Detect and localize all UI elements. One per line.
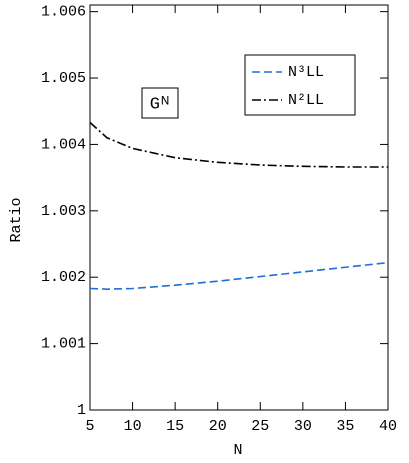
series-line — [89, 121, 388, 168]
x-tick-label: 35 — [336, 418, 354, 435]
y-tick-label: 1.003 — [41, 203, 86, 220]
x-tick-label: 5 — [85, 418, 94, 435]
legend-box — [244, 54, 356, 116]
y-tick-label: 1.005 — [41, 70, 86, 87]
x-tick-label: 40 — [379, 418, 397, 435]
legend-label: N²LL — [288, 92, 324, 109]
x-tick-label: 20 — [209, 418, 227, 435]
legend-label: N³LL — [288, 64, 324, 81]
annotation-box — [141, 87, 179, 119]
x-tick-label: 15 — [166, 418, 184, 435]
series-line — [89, 261, 389, 290]
x-tick-label: 30 — [294, 418, 312, 435]
annotation: Gᴺ — [150, 95, 170, 114]
y-tick-label: 1.004 — [41, 136, 86, 153]
y-tick-label: 1 — [77, 402, 86, 419]
x-tick-label: 25 — [251, 418, 269, 435]
x-axis-label: N — [233, 442, 242, 459]
x-tick-label: 10 — [124, 418, 142, 435]
y-axis-label: Ratio — [8, 197, 25, 242]
y-tick-label: 1.001 — [41, 336, 86, 353]
y-tick-label: 1.002 — [41, 269, 86, 286]
y-tick-label: 1.006 — [41, 4, 86, 21]
plot-frame — [89, 4, 389, 411]
